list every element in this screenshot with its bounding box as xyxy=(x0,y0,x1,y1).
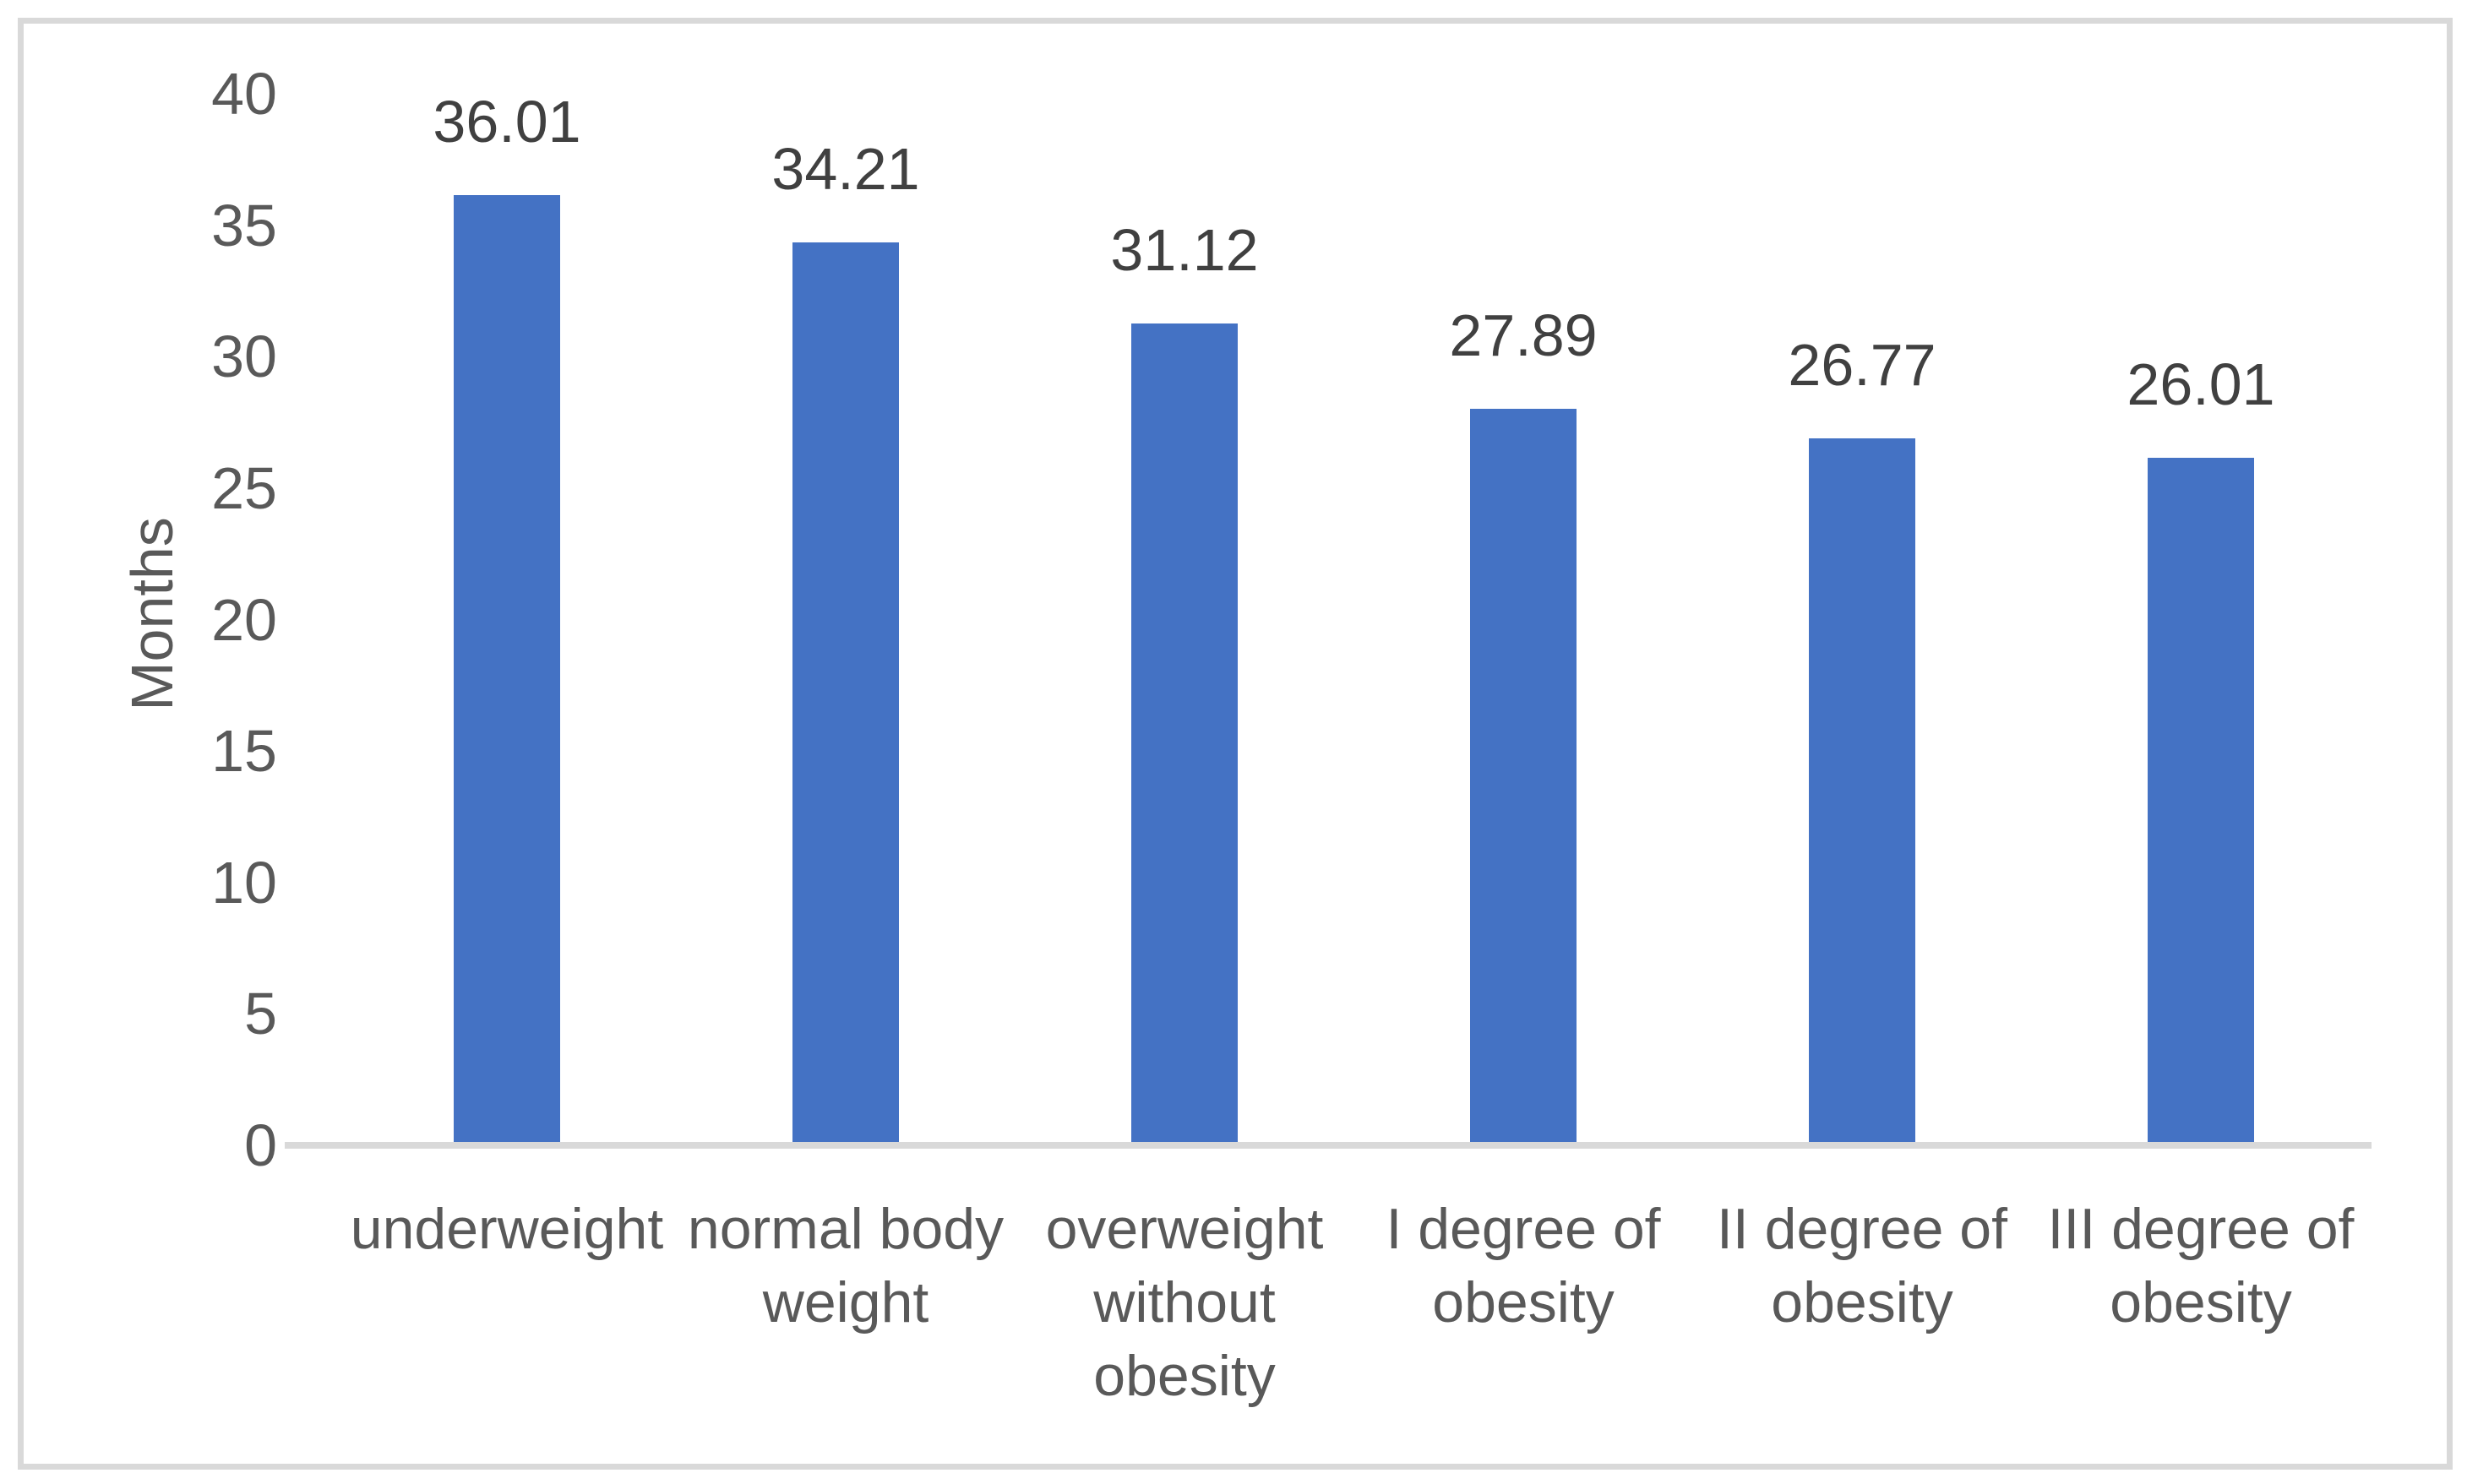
bar-value-label: 27.89 xyxy=(1449,302,1598,368)
bar xyxy=(1470,408,1577,1142)
bar xyxy=(792,242,899,1142)
x-category-label: II degree of obesity xyxy=(1716,1197,2008,1335)
bar-value-label: 31.12 xyxy=(1110,217,1259,284)
x-axis-line xyxy=(285,1142,2372,1149)
x-category-label: I degree of obesity xyxy=(1386,1197,1661,1335)
x-category-label: underweight xyxy=(350,1197,664,1261)
bar-value-label: 36.01 xyxy=(433,89,581,155)
bar-value-label: 26.01 xyxy=(2127,351,2275,418)
bar xyxy=(1809,438,1915,1142)
y-tick-label: 5 xyxy=(244,981,277,1047)
bar xyxy=(1131,323,1238,1142)
y-tick-label: 40 xyxy=(211,61,277,127)
x-category-label: III degree of obesity xyxy=(2047,1197,2355,1335)
y-tick-label: 25 xyxy=(211,454,277,521)
y-tick-label: 0 xyxy=(244,1112,277,1178)
x-category-label: normal body weight xyxy=(687,1197,1005,1335)
bar xyxy=(454,195,560,1142)
bar xyxy=(2148,458,2254,1142)
bar-value-label: 26.77 xyxy=(1788,331,1936,398)
y-tick-label: 15 xyxy=(211,718,277,785)
y-tick-label: 20 xyxy=(211,586,277,653)
y-tick-label: 35 xyxy=(211,192,277,258)
y-tick-label: 10 xyxy=(211,849,277,916)
bar-value-label: 34.21 xyxy=(771,136,920,203)
x-category-label: overweight without obesity xyxy=(1045,1197,1324,1408)
y-tick-label: 30 xyxy=(211,323,277,390)
